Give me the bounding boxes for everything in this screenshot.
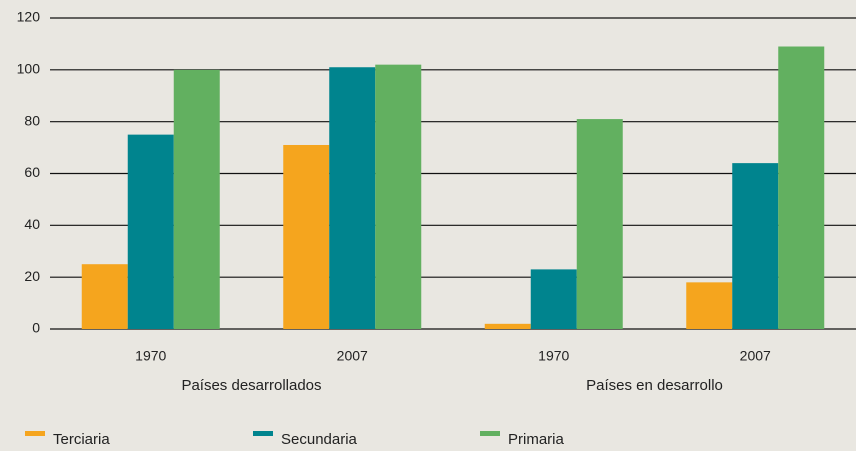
bar — [732, 163, 779, 329]
bar — [484, 323, 531, 329]
y-tick-label: 0 — [32, 320, 40, 336]
bar — [778, 46, 825, 330]
legend-label: Secundaria — [281, 431, 358, 448]
y-tick-label: 40 — [24, 216, 40, 232]
bar — [530, 269, 577, 329]
bar — [686, 282, 733, 329]
y-tick-label: 20 — [24, 268, 40, 284]
y-tick-label: 120 — [17, 9, 41, 25]
legend-swatch — [253, 431, 273, 436]
legend-swatch — [480, 431, 500, 436]
y-tick-label: 100 — [17, 61, 41, 77]
bar — [81, 264, 128, 329]
group-label: Países desarrollados — [181, 377, 321, 394]
legend-label: Terciaria — [53, 431, 110, 448]
bar — [375, 64, 422, 330]
x-tick-label: 2007 — [337, 348, 368, 364]
y-tick-label: 60 — [24, 164, 40, 180]
bar — [283, 144, 330, 329]
group-label: Países en desarrollo — [586, 377, 723, 394]
x-tick-label: 1970 — [135, 348, 166, 364]
bar — [329, 67, 376, 329]
bar — [173, 69, 220, 329]
bar — [127, 134, 174, 329]
x-tick-label: 2007 — [740, 348, 771, 364]
legend-swatch — [25, 431, 45, 436]
bar — [576, 119, 623, 329]
y-tick-label: 80 — [24, 112, 40, 128]
legend-label: Primaria — [508, 431, 564, 448]
x-tick-label: 1970 — [538, 348, 569, 364]
